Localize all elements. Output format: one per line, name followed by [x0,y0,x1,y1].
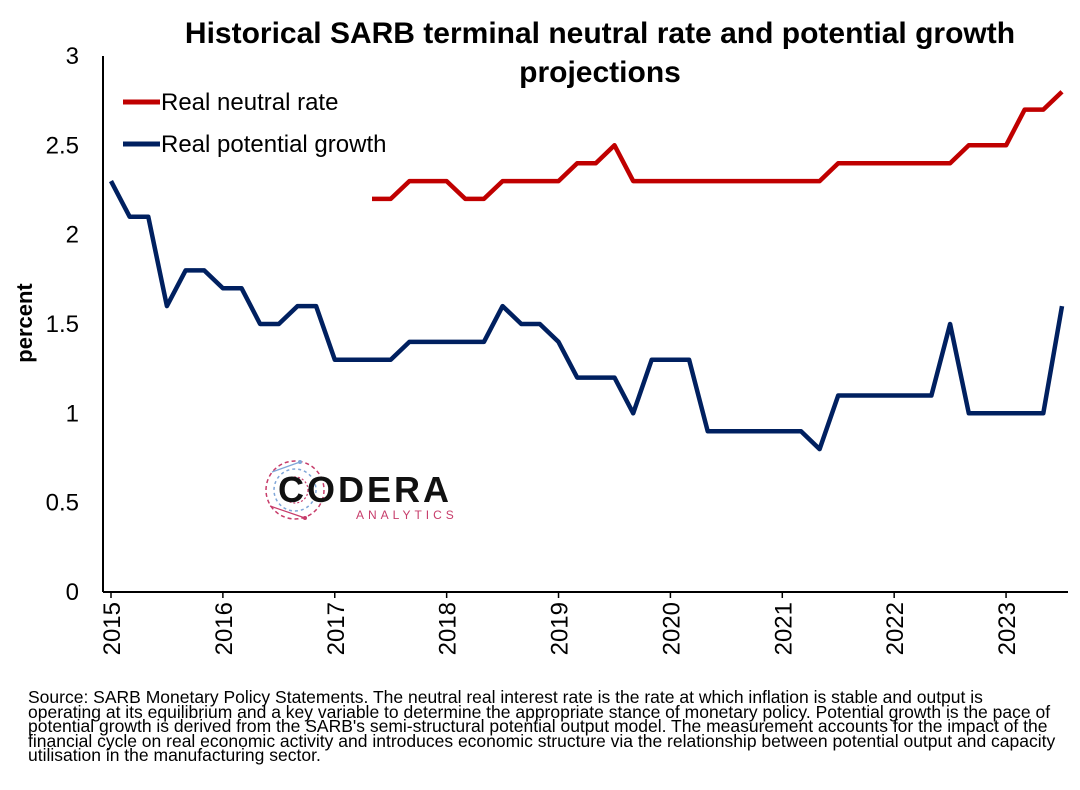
x-tick-label: 2017 [323,602,350,655]
x-tick-label: 2019 [547,602,574,655]
y-tick-label: 0 [66,579,79,606]
x-tick-label: 2023 [994,602,1021,655]
chart-title-line1: Historical SARB terminal neutral rate an… [185,17,1015,50]
legend-label-neutral-rate: Real neutral rate [161,89,338,116]
y-tick-label: 0.5 [46,490,79,517]
x-tick-label: 2020 [658,602,685,655]
x-tick-label: 2016 [211,602,238,655]
series-line-real-potential-growth [109,180,1065,452]
y-axis-label: percent [12,283,37,363]
y-tick-label: 2.5 [46,132,79,159]
series-layer [109,90,1065,452]
logo-subtitle: ANALYTICS [356,508,458,522]
y-axis-ticks: 0 0.5 1 1.5 2 2.5 3 [46,43,79,606]
legend: Real neutral rate Real potential growth [123,89,386,158]
chart-title-line2: projections [519,56,681,89]
x-axis-ticks: 2015 2016 2017 2018 2019 2020 2021 2022 2023 [99,592,1021,655]
y-tick-label: 2 [66,222,79,249]
source-note: Source: SARB Monetary Policy Statements.… [28,687,1056,765]
x-tick-label: 2015 [99,602,126,655]
x-tick-label: 2022 [882,602,909,655]
y-tick-label: 3 [66,43,79,70]
x-tick-label: 2021 [770,602,797,655]
codera-logo: CODERA ANALYTICS [265,460,458,522]
y-tick-label: 1.5 [46,311,79,338]
y-tick-label: 1 [66,400,79,427]
logo-name: CODERA [278,469,452,510]
circuit-globe-icon [265,460,325,520]
legend-label-potential-growth: Real potential growth [161,131,386,158]
x-tick-label: 2018 [435,602,462,655]
series-line-real-neutral-rate [372,90,1064,202]
